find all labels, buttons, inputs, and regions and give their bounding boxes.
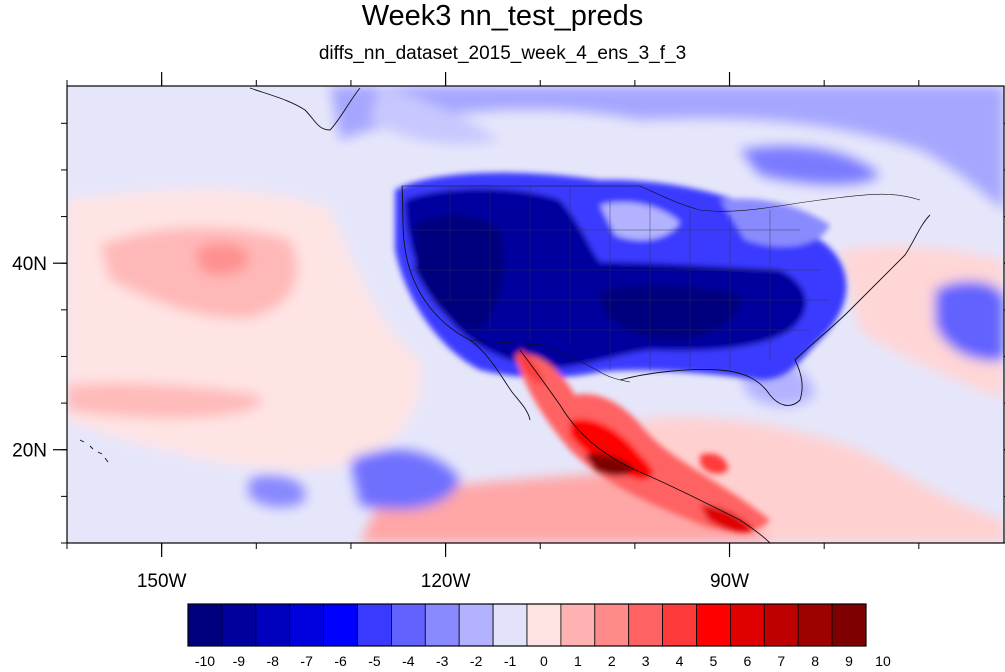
- colorbar-label: -7: [300, 653, 313, 669]
- us-mexico-border: [469, 339, 631, 383]
- colorbar-label: -6: [334, 653, 347, 669]
- coastlines: [79, 87, 931, 543]
- colorbar-swatch: [594, 603, 630, 647]
- region-mexico-warm-core: [585, 453, 635, 476]
- colorbar-swatch: [797, 603, 833, 647]
- map-axes: 150W 120W 90W 40N 20N: [12, 72, 1005, 592]
- alaska-coast: [249, 87, 361, 131]
- colorbar-swatch: [560, 603, 596, 647]
- page-subtitle: diffs_nn_dataset_2015_week_4_ens_3_f_3: [318, 43, 687, 64]
- colorbar-label: 8: [811, 653, 819, 669]
- colorbar-swatch: [390, 603, 426, 647]
- anomaly-field: [67, 86, 1004, 543]
- map-frame: [66, 85, 1005, 544]
- y-tick-label: 20N: [12, 441, 47, 462]
- north-american-coastline: [401, 185, 771, 543]
- colorbar-frame: [187, 603, 867, 647]
- colorbar-swatch: [526, 603, 562, 647]
- y-tick-label: 40N: [12, 254, 47, 275]
- colorbar-label: 7: [777, 653, 785, 669]
- x-tick-label: 150W: [137, 571, 187, 592]
- colorbar-label: 5: [710, 653, 718, 669]
- us-canada-border: [402, 185, 921, 212]
- colorbar: -10 -9 -8 -7 -6 -5 -4 -3 -2 -1 0 1 2 3 4 5 6 7 8 9 10: [187, 603, 891, 669]
- region-western-us-cold-core: [415, 214, 505, 331]
- colorbar-swatch: [424, 603, 460, 647]
- colorbar-swatch: [289, 603, 325, 647]
- hawaii-islands: [79, 439, 109, 463]
- colorbar-label: 2: [608, 653, 616, 669]
- region-subtropical-pacific-warm: [67, 383, 262, 419]
- region-central-us-cold: [600, 285, 741, 341]
- colorbar-label: -3: [436, 653, 449, 669]
- colorbar-label: 9: [845, 653, 853, 669]
- colorbar-swatch: [696, 603, 731, 647]
- colorbar-label: 4: [676, 653, 684, 669]
- colorbar-swatch: [628, 603, 664, 647]
- region-baja-warm: [518, 350, 545, 385]
- page-title: Week3 nn_test_preds: [361, 0, 644, 32]
- region-alaska-gulf-cold: [370, 86, 500, 144]
- colorbar-swatch: [763, 603, 799, 647]
- colorbar-label: -8: [267, 653, 280, 669]
- region-east-pacific-cold: [350, 449, 460, 510]
- colorbar-swatch: [323, 603, 358, 647]
- colorbar-label: 10: [875, 653, 891, 669]
- colorbar-swatch: [458, 603, 494, 647]
- colorbar-label: 3: [642, 653, 650, 669]
- region-mexico-warm: [570, 419, 654, 480]
- colorbar-swatch: [492, 603, 528, 647]
- region-northeast-pacific-warm-core: [195, 243, 250, 276]
- colorbar-swatch: [831, 603, 867, 647]
- colorbar-swatch: [357, 603, 392, 647]
- x-tick-label: 120W: [421, 571, 471, 592]
- region-central-america-warm: [700, 505, 755, 533]
- region-mexico-warm-outer: [515, 354, 770, 532]
- colorbar-label: -4: [402, 653, 415, 669]
- colorbar-swatch: [730, 603, 765, 647]
- colorbar-label: 6: [743, 653, 751, 669]
- region-gulf-warm-spot: [700, 453, 728, 474]
- colorbar-swatch: [255, 603, 291, 647]
- region-northeast-us-light: [720, 198, 830, 247]
- state-borders: [402, 186, 830, 370]
- region-canada-cold: [330, 86, 1004, 210]
- colorbar-label: -1: [504, 653, 517, 669]
- region-northeast-pacific-warm: [100, 227, 298, 319]
- colorbar-swatch: [221, 603, 257, 647]
- colorbar-label: -9: [233, 653, 246, 669]
- colorbar-label: 0: [540, 653, 548, 669]
- region-east-pacific-cold-2: [248, 475, 306, 508]
- colorbar-label: -2: [470, 653, 483, 669]
- colorbar-label: -10: [195, 653, 215, 669]
- region-eastern-canada-cold: [740, 146, 880, 185]
- colorbar-label: -5: [368, 653, 381, 669]
- x-tick-label: 90W: [710, 571, 749, 592]
- region-western-atlantic-cold: [935, 281, 1004, 361]
- region-great-lakes-light: [600, 202, 680, 241]
- colorbar-swatch: [187, 603, 223, 647]
- colorbar-label: 1: [574, 653, 582, 669]
- gulf-coastline: [619, 214, 931, 406]
- colorbar-swatch: [662, 603, 697, 647]
